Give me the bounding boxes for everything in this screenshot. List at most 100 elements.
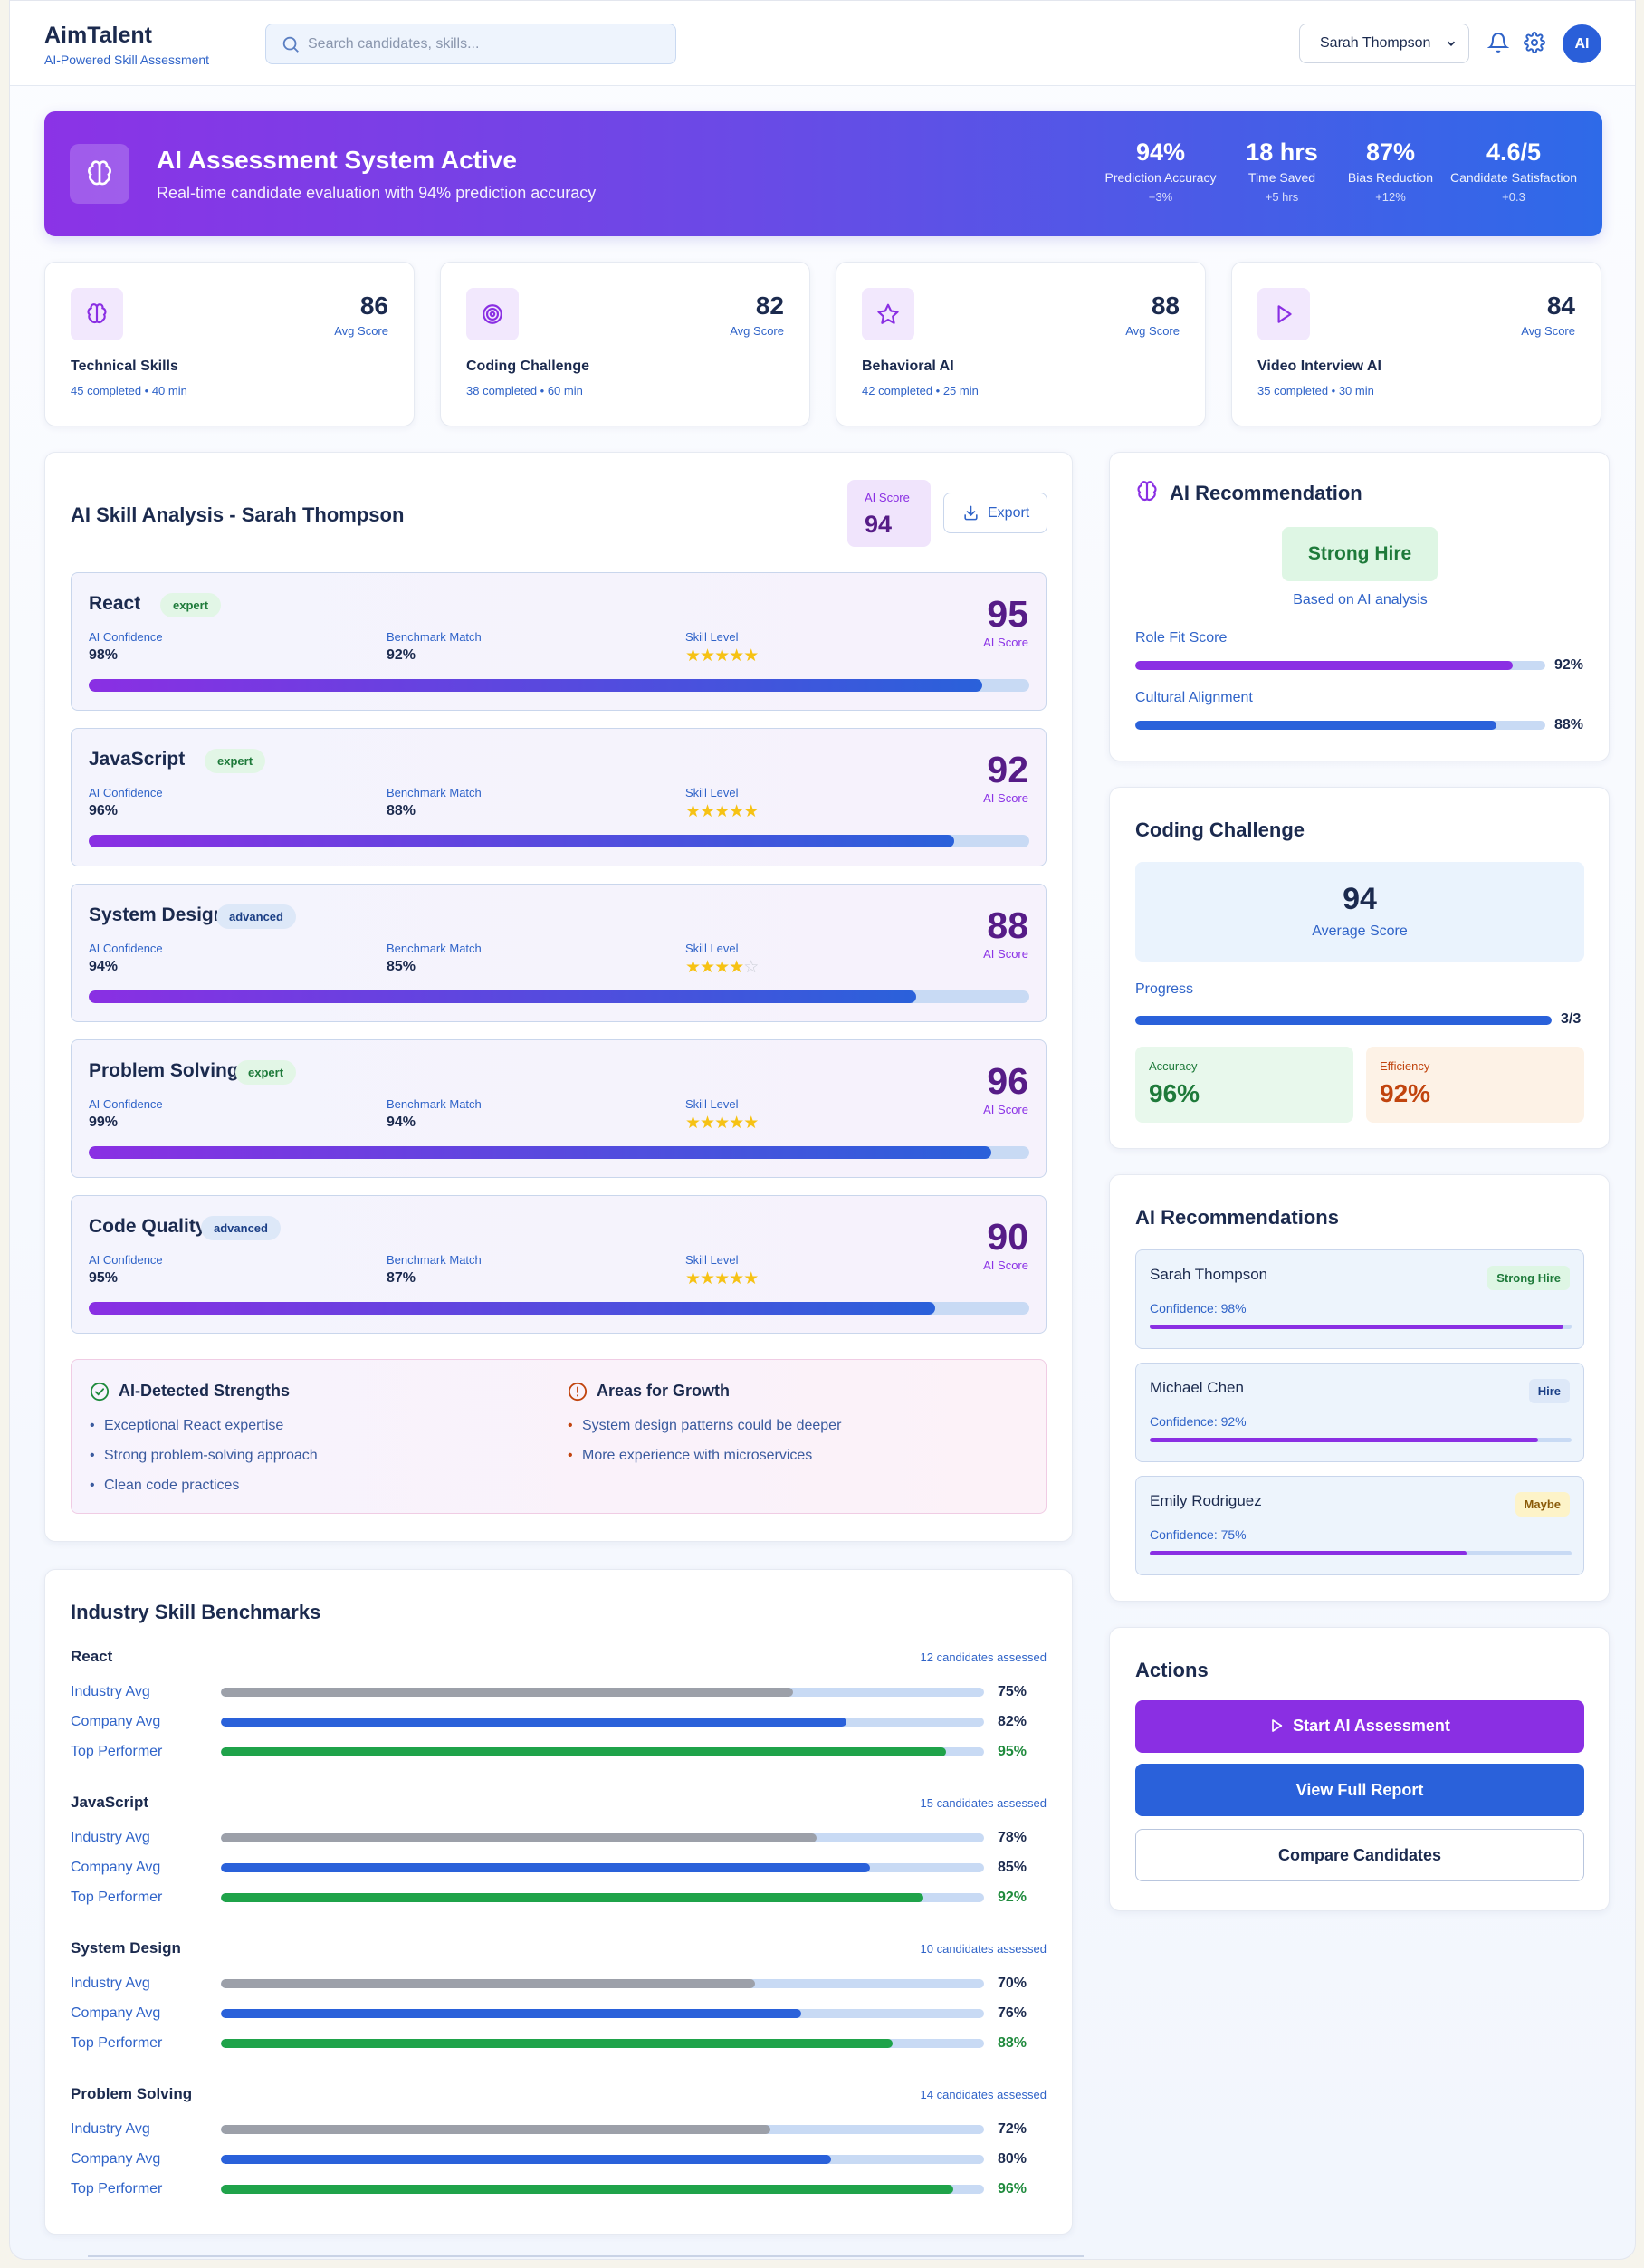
- benchmark-row-label: Top Performer: [71, 1890, 163, 1905]
- benchmark-row-label: Company Avg: [71, 2005, 161, 2021]
- stat-delta: +5 hrs: [1265, 190, 1299, 204]
- candidate-badge: Maybe: [1515, 1492, 1570, 1517]
- star-filled-icon: ★: [700, 802, 715, 821]
- banner-stat: 4.6/5 Candidate Satisfaction +0.3: [1446, 139, 1582, 204]
- skill-score-label: AI Score: [983, 1103, 1028, 1116]
- benchmark-candidate-count: 12 candidates assessed: [920, 1651, 1047, 1664]
- skill-card[interactable]: Problem Solving expert AI Confidence 99%…: [71, 1039, 1047, 1178]
- stat-label: Time Saved: [1247, 170, 1316, 185]
- strengths-title: AI-Detected Strengths: [119, 1382, 291, 1400]
- strength-item: Exceptional React expertise: [90, 1418, 283, 1434]
- coding-progress-fill: [1135, 1016, 1552, 1025]
- skill-level-badge: advanced: [216, 904, 296, 929]
- benchmark-label: Benchmark Match: [387, 1097, 482, 1111]
- candidate-card[interactable]: Emily Rodriguez Maybe Confidence: 75%: [1135, 1476, 1584, 1575]
- benchmark-row-label: Company Avg: [71, 1714, 161, 1729]
- skill-card[interactable]: System Design advanced AI Confidence 94%…: [71, 884, 1047, 1022]
- skill-progress-bar: [89, 990, 1029, 1003]
- star-filled-icon: ★: [685, 646, 701, 665]
- candidate-card[interactable]: Michael Chen Hire Confidence: 92%: [1135, 1363, 1584, 1462]
- skill-name: React: [89, 593, 141, 614]
- search-box[interactable]: [265, 24, 676, 64]
- skill-level-badge: expert: [160, 593, 222, 617]
- benchmark-bar-fill: [221, 1747, 946, 1756]
- star-rating: ★★★★★: [685, 1268, 759, 1289]
- stat-label: Candidate Satisfaction: [1449, 170, 1578, 185]
- assessment-card-behavioral[interactable]: 88 Avg Score Behavioral AI 42 completed …: [836, 262, 1206, 426]
- role-fit-fill: [1135, 661, 1513, 670]
- benchmark-value: 82%: [998, 1714, 1028, 1729]
- star-filled-icon: ★: [714, 802, 730, 821]
- skill-score: 90: [987, 1216, 1028, 1258]
- benchmark-bar-fill: [221, 1688, 794, 1697]
- benchmark-skill-name: JavaScript: [71, 1794, 148, 1811]
- banner-stat: 18 hrs Time Saved +5 hrs: [1232, 139, 1332, 204]
- ai-confidence-label: AI Confidence: [89, 786, 163, 799]
- benchmark-bar-fill: [221, 2155, 832, 2164]
- ai-confidence-value: 95%: [89, 1270, 119, 1286]
- assessment-name: Behavioral AI: [862, 359, 954, 374]
- growth-item: More experience with microservices: [568, 1448, 812, 1464]
- cultural-alignment-label: Cultural Alignment: [1135, 690, 1253, 705]
- candidate-recommendations-panel: AI Recommendations Sarah Thompson Strong…: [1109, 1174, 1610, 1602]
- check-circle-icon: [90, 1382, 110, 1406]
- assessment-score: 82: [755, 292, 784, 320]
- brand-title: AimTalent: [44, 23, 152, 48]
- actions-title: Actions: [1135, 1659, 1209, 1681]
- benchmark-value: 87%: [387, 1270, 416, 1286]
- assessment-score: 86: [359, 292, 388, 320]
- compare-candidates-button[interactable]: Compare Candidates: [1135, 1829, 1584, 1881]
- skill-level-label: Skill Level: [685, 786, 739, 799]
- candidate-confidence: Confidence: 98%: [1150, 1301, 1247, 1316]
- assessment-score-label: Avg Score: [1521, 324, 1575, 338]
- assessment-name: Video Interview AI: [1257, 359, 1381, 374]
- candidate-card[interactable]: Sarah Thompson Strong Hire Confidence: 9…: [1135, 1249, 1584, 1349]
- star-filled-icon: ★: [714, 1114, 730, 1133]
- star-filled-icon: ★: [714, 1269, 730, 1288]
- benchmark-bar: [221, 2125, 984, 2134]
- gear-icon[interactable]: [1524, 32, 1545, 58]
- banner-title: AI Assessment System Active: [157, 146, 517, 174]
- assessment-card-video[interactable]: 84 Avg Score Video Interview AI 35 compl…: [1231, 262, 1601, 426]
- view-report-button[interactable]: View Full Report: [1135, 1764, 1584, 1816]
- banner-stat: 94% Prediction Accuracy +3%: [1102, 139, 1219, 204]
- bottom-scrollbar[interactable]: [88, 2255, 1084, 2257]
- ai-confidence-value: 94%: [89, 959, 119, 974]
- benchmark-bar: [221, 1718, 984, 1727]
- top-header: AimTalent AI-Powered Skill Assessment Sa…: [10, 1, 1635, 86]
- star-filled-icon: ★: [700, 958, 715, 977]
- benchmark-row-label: Industry Avg: [71, 1830, 150, 1845]
- search-icon: [281, 34, 301, 59]
- benchmark-skill-name: Problem Solving: [71, 2085, 193, 2102]
- avatar[interactable]: AI: [1563, 24, 1601, 63]
- skill-score: 92: [987, 749, 1028, 790]
- coding-progress-bar: [1135, 1016, 1552, 1025]
- star-filled-icon: ★: [714, 646, 730, 665]
- start-assessment-button[interactable]: Start AI Assessment: [1135, 1700, 1584, 1753]
- assessment-score-label: Avg Score: [334, 324, 388, 338]
- export-button[interactable]: Export: [943, 493, 1047, 533]
- assessment-meta: 42 completed • 25 min: [862, 384, 979, 397]
- assessment-card-coding[interactable]: 82 Avg Score Coding Challenge 38 complet…: [440, 262, 810, 426]
- search-input[interactable]: [308, 24, 661, 63]
- benchmark-value: 95%: [998, 1744, 1028, 1759]
- alert-circle-icon: [568, 1382, 588, 1406]
- stat-label: Prediction Accuracy: [1104, 170, 1217, 185]
- benchmark-bar-fill: [221, 1979, 756, 1988]
- cultural-alignment-bar: [1135, 721, 1545, 730]
- brain-icon: [1135, 480, 1159, 508]
- skill-card[interactable]: JavaScript expert AI Confidence 96% Benc…: [71, 728, 1047, 866]
- ai-confidence-value: 98%: [89, 647, 119, 663]
- cultural-alignment-fill: [1135, 721, 1496, 730]
- bell-icon[interactable]: [1486, 32, 1510, 58]
- star-empty-icon: ☆: [743, 958, 759, 977]
- banner-subtitle: Real-time candidate evaluation with 94% …: [157, 184, 597, 202]
- assessment-card-technical[interactable]: 86 Avg Score Technical Skills 45 complet…: [44, 262, 415, 426]
- candidate-confidence: Confidence: 92%: [1150, 1414, 1247, 1429]
- assessment-icon-box: [71, 288, 123, 340]
- skill-card[interactable]: Code Quality advanced AI Confidence 95% …: [71, 1195, 1047, 1334]
- stat-delta: +12%: [1375, 190, 1406, 204]
- user-select[interactable]: Sarah Thompson: [1299, 24, 1469, 63]
- benchmark-bar-fill: [221, 2185, 954, 2194]
- skill-card[interactable]: React expert AI Confidence 98% Benchmark…: [71, 572, 1047, 711]
